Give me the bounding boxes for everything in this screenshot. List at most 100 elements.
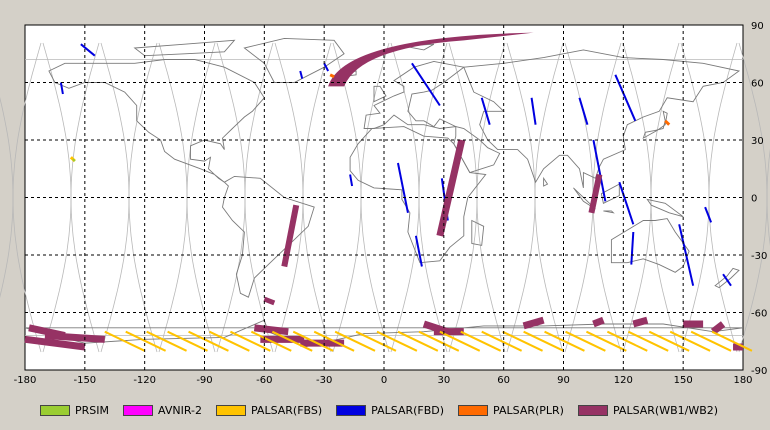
coastline	[349, 126, 487, 264]
y-tick-label: -90	[751, 366, 767, 377]
swath-palsar-wb	[253, 324, 289, 336]
swath-palsar-fbs	[271, 330, 313, 352]
swath-palsar-fbs	[313, 330, 355, 352]
coastline	[714, 267, 740, 289]
x-tick-label: 30	[437, 375, 450, 386]
swath-palsar-wb	[44, 332, 106, 343]
swath-palsar-fbs	[376, 330, 418, 352]
swath-palsar-fbd	[618, 181, 635, 225]
swath-palsar-fbs	[439, 330, 481, 352]
orbit-track	[0, 97, 14, 298]
x-tick-label: -150	[73, 375, 96, 386]
swath-palsar-fbs	[292, 330, 334, 352]
swath-palsar-fbs	[460, 330, 502, 352]
swath-palsar-fbs	[125, 330, 167, 352]
orbit-track	[12, 42, 42, 353]
legend-item-palsar-fbs: PALSAR(FBS)	[215, 403, 323, 417]
swath-palsar-fbs	[418, 330, 460, 352]
swath-palsar-wb	[588, 173, 603, 214]
swath-palsar-fbs	[250, 330, 292, 352]
x-tick-label: -90	[196, 375, 212, 386]
x-tick-label: 150	[674, 375, 693, 386]
legend-item-palsar-fbd: PALSAR(FBD)	[336, 404, 444, 417]
swath-palsar-wb	[592, 316, 605, 328]
swath-palsar-fbs	[397, 330, 439, 352]
orbit-track	[244, 42, 274, 353]
y-tick-label: 30	[751, 136, 764, 147]
legend-label-palsar-plr: PALSAR(PLR)	[493, 403, 564, 417]
swath-palsar-fbs	[606, 330, 648, 352]
swath-palsar-fbd	[530, 97, 537, 125]
legend-item-palsar-wb: PALSAR(WB1/WB2)	[577, 404, 718, 417]
legend: PRSIM AVNIR-2 PALSAR(FBS) PALSAR(FBD) PA…	[40, 402, 732, 418]
coastline	[646, 198, 684, 218]
orbit-track	[766, 148, 770, 247]
coastline	[642, 110, 668, 140]
y-tick-label: 90	[751, 21, 764, 32]
x-tick-label: 180	[733, 375, 752, 386]
y-tick-label: 60	[751, 79, 764, 90]
swath-palsar-wb	[710, 321, 726, 335]
swath-palsar-wb	[281, 204, 300, 268]
y-tick-label: -60	[751, 309, 767, 320]
swath-palsar-fbs	[669, 330, 711, 352]
swath-palsar-fbs	[229, 330, 271, 352]
swath-palsar-fbs	[209, 330, 250, 352]
coastline	[363, 60, 465, 129]
x-tick-label: -180	[14, 375, 37, 386]
coastline	[453, 126, 501, 174]
swath-palsar-fbd	[299, 70, 304, 79]
x-tick-label: 90	[557, 375, 570, 386]
coastline	[373, 85, 387, 103]
legend-label-palsar-fbs: PALSAR(FBS)	[250, 403, 323, 417]
swath-palsar-fbs	[544, 330, 585, 352]
swath-palsar-fbs	[146, 330, 187, 352]
coverage-swaths	[24, 32, 753, 352]
swath-palsar-fbd	[480, 97, 491, 125]
legend-swatch-palsar-fbd	[336, 404, 367, 416]
coastline	[573, 187, 596, 210]
swath-palsar-fbs	[334, 330, 376, 352]
swath-palsar-fbs	[502, 330, 543, 352]
legend-swatch-avnir2	[123, 404, 153, 416]
coastline	[600, 183, 620, 204]
x-tick-label: 120	[614, 375, 633, 386]
swath-palsar-fbd	[578, 97, 589, 125]
swath-palsar-fbd	[630, 231, 635, 265]
swath-palsar-wb	[522, 316, 545, 330]
coastline	[603, 210, 615, 214]
x-tick-label: -120	[133, 375, 156, 386]
swath-palsar-wb	[632, 316, 649, 328]
y-tick-label: 0	[751, 194, 757, 205]
legend-swatch-palsar-fbs	[215, 404, 246, 416]
legend-swatch-palsar-wb	[577, 404, 608, 416]
longitude-labels: -180 -150 -120 -90 -60 -30 0 30 60 90 120 150 180	[14, 375, 753, 386]
coastline	[243, 37, 345, 83]
swath-palsar-fbd	[323, 62, 330, 72]
coastline	[471, 219, 485, 246]
swath-palsar-fbs	[523, 330, 564, 352]
x-tick-label: -60	[256, 375, 272, 386]
swath-palsar-wb	[328, 32, 534, 87]
swath-palsar-wb	[24, 335, 86, 351]
swath-palsar-fbs	[355, 330, 397, 352]
legend-label-avnir2: AVNIR-2	[158, 403, 202, 417]
coastline	[48, 59, 265, 183]
swath-palsar-fbd	[80, 43, 96, 57]
swath-palsar-fbs	[104, 330, 146, 352]
swath-palsar-fbs	[586, 330, 627, 352]
swath-palsar-fbd	[704, 206, 713, 223]
legend-label-prism: PRSIM	[75, 403, 109, 417]
swath-palsar-fbs	[690, 330, 732, 352]
x-tick-label: -30	[316, 375, 332, 386]
swath-palsar-fbd	[59, 82, 64, 95]
swath-palsar-fbd	[722, 273, 732, 287]
swath-palsar-wb	[263, 296, 276, 306]
swath-palsar-fbs	[648, 330, 690, 352]
swath-palsar-fbd	[349, 174, 354, 187]
legend-swatch-prism	[40, 404, 70, 416]
swath-palsar-plr	[329, 73, 335, 79]
orbit-track	[70, 42, 100, 353]
swath-palsar-fbs	[627, 330, 669, 352]
swath-palsar-fbs	[711, 330, 753, 352]
